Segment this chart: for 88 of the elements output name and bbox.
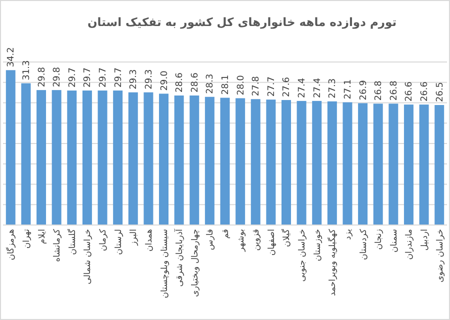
- x-tick-label: خوزستان: [312, 229, 323, 262]
- x-tick-label: ایلام: [37, 229, 48, 244]
- data-label: 27.1: [343, 79, 354, 100]
- bar: [220, 98, 230, 225]
- data-label: 27.7: [266, 76, 277, 97]
- data-label: 26.9: [358, 80, 369, 100]
- bar: [21, 83, 31, 225]
- x-tick-label: قزوین: [252, 229, 262, 251]
- data-label: 27.8: [252, 76, 262, 96]
- x-tick-label: سمنان: [389, 229, 400, 252]
- bar: [373, 104, 383, 225]
- data-label: 29.7: [98, 67, 109, 88]
- bar: [250, 99, 260, 225]
- x-tick-label: سیستان وبلوچستان: [160, 229, 170, 298]
- data-label: 27.6: [282, 76, 292, 98]
- bar: [113, 90, 123, 225]
- data-label: 26.6: [420, 81, 430, 102]
- x-tick-label: قم: [221, 229, 231, 239]
- data-label: 28.0: [236, 74, 246, 96]
- chart-title: تورم دوازده ماهه خانوارهای کل کشور به تفکیک استان: [87, 15, 397, 29]
- bar: [266, 100, 276, 225]
- data-label: 27.4: [312, 78, 323, 98]
- data-label: 28.1: [221, 74, 231, 95]
- data-label: 26.6: [404, 81, 415, 102]
- bar: [98, 90, 108, 225]
- x-tick-label: خراسان جنوبی: [298, 229, 308, 282]
- x-tick-label: گلستان: [66, 228, 78, 255]
- x-tick-label: خراسان شمالی: [83, 229, 94, 284]
- bar: [281, 100, 291, 225]
- bar: [52, 90, 62, 225]
- data-label: 29.7: [114, 67, 124, 88]
- data-label: 31.3: [22, 60, 32, 80]
- bar: [327, 101, 337, 225]
- data-label: 28.6: [175, 72, 186, 93]
- bar: [128, 92, 138, 225]
- data-label: 28.3: [206, 74, 216, 94]
- data-label: 28.6: [190, 72, 200, 93]
- data-label: 26.8: [389, 80, 400, 101]
- x-tick-label: البرز: [129, 229, 140, 246]
- bar: [358, 103, 368, 225]
- bar: [159, 94, 169, 225]
- x-tick-label: مازندران: [404, 229, 415, 260]
- x-tick-label: بوشهر: [236, 229, 246, 252]
- x-tick-label: تهران: [22, 228, 32, 249]
- data-label: 29.0: [160, 70, 170, 91]
- x-tick-label: کهگیلویه وبویراحمد: [327, 228, 338, 296]
- x-tick-label: گیلان: [281, 228, 292, 247]
- x-tick-label: کرمان: [98, 228, 109, 252]
- bar: [36, 90, 46, 225]
- bar: [174, 96, 184, 225]
- bar: [204, 96, 214, 225]
- x-tick-label: لرستان: [114, 229, 124, 255]
- bar: [388, 104, 398, 225]
- x-tick-label: خراسان رضوی: [435, 229, 446, 282]
- data-label: 26.5: [435, 82, 446, 102]
- bar: [82, 90, 92, 225]
- x-tick-label: فارس: [206, 229, 216, 250]
- data-label: 27.3: [328, 78, 338, 98]
- x-tick-label: همدان: [144, 229, 154, 252]
- bar: [67, 90, 77, 225]
- x-tick-label: کردستان: [358, 228, 369, 260]
- x-tick-label: چهارمحال وبختیاری: [190, 229, 200, 297]
- x-tick-label: زنجان: [374, 229, 384, 250]
- data-label: 26.8: [374, 80, 384, 101]
- bar: [296, 100, 306, 225]
- x-tick-label: اصفهان: [266, 229, 277, 256]
- x-tick-label: هرمزگان: [6, 229, 17, 260]
- data-label: 29.7: [68, 67, 78, 88]
- data-label: 27.4: [298, 78, 308, 98]
- bar: [404, 104, 414, 225]
- data-label: 29.8: [52, 66, 63, 88]
- bar: [312, 100, 322, 225]
- data-label: 29.3: [129, 69, 140, 90]
- data-label: 34.2: [6, 47, 17, 68]
- x-tick-label: کرمانشاه: [52, 228, 63, 262]
- bar: [434, 105, 444, 225]
- bar: [6, 70, 16, 225]
- x-tick-label: آذربایجان شرقی: [174, 228, 186, 287]
- data-label: 29.7: [83, 67, 94, 88]
- x-tick-label: یزد: [343, 228, 354, 240]
- bar: [236, 98, 246, 225]
- data-label: 29.3: [144, 69, 154, 90]
- bar: [419, 104, 429, 225]
- bar: [190, 96, 200, 225]
- data-label: 29.8: [37, 66, 48, 88]
- bar: [342, 102, 352, 225]
- x-tick-label: اردبیل: [420, 229, 430, 251]
- bar: [144, 92, 154, 225]
